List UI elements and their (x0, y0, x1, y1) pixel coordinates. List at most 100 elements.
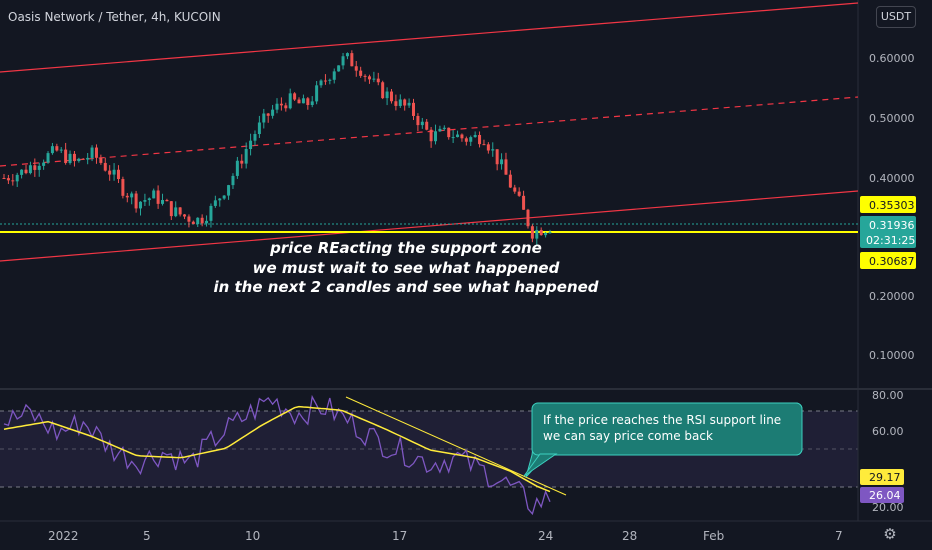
candle-body (425, 121, 429, 130)
channel-lower-line (0, 190, 859, 262)
rsi-trendline (345, 396, 567, 496)
candle-body (99, 157, 103, 163)
candle-body (178, 207, 182, 215)
rsi-ma-line (3, 405, 551, 493)
candle-body (24, 169, 28, 174)
candle-body (152, 190, 156, 199)
candle-body (130, 193, 134, 198)
candle-body (469, 137, 473, 142)
candle-body (244, 149, 248, 164)
candle-body (94, 147, 98, 158)
candle-body (134, 193, 138, 209)
rsi-ma-badge (860, 469, 904, 485)
time-label: Feb (703, 529, 724, 543)
time-label: 7 (835, 529, 843, 543)
price-tick: 0.50000 (869, 112, 915, 125)
candle-body (319, 80, 323, 86)
time-label: 17 (392, 529, 407, 543)
candle-body (420, 121, 424, 126)
currency-button[interactable]: USDT (876, 6, 916, 28)
candle-body (86, 157, 90, 160)
candle-body (200, 217, 204, 224)
candle-body (253, 134, 257, 141)
candle-body (257, 122, 261, 135)
candle-body (143, 200, 147, 202)
candle-body (345, 53, 349, 57)
candle-body (376, 78, 380, 83)
candle-body (262, 113, 266, 123)
candle-body (20, 169, 24, 175)
candle-body (103, 162, 107, 171)
candle-body (363, 75, 367, 77)
rsi-line (3, 394, 551, 516)
candle-body (218, 198, 222, 201)
candle-body (139, 201, 142, 209)
candle-body (187, 216, 191, 222)
candle-body (447, 127, 451, 138)
candle-body (46, 153, 50, 163)
candle-body (328, 79, 332, 81)
candle-body (279, 103, 283, 106)
candle-body (284, 105, 288, 109)
channel-mid-line (0, 96, 859, 167)
candle-body (486, 144, 490, 151)
candle-body (513, 187, 517, 192)
candle-body (495, 149, 499, 165)
candle-body (28, 165, 32, 174)
candle-body (42, 162, 46, 166)
candle-body (394, 101, 398, 106)
candle-body (222, 195, 226, 199)
candle-body (108, 170, 112, 175)
candle-body (297, 99, 301, 104)
candle-body (11, 180, 15, 182)
time-label: 24 (538, 529, 553, 543)
price-tick: 0.20000 (869, 290, 915, 303)
candle-body (341, 56, 345, 66)
support-price-badge (860, 252, 916, 269)
candle-body (213, 200, 217, 206)
candle-body (359, 70, 363, 76)
candle-body (315, 85, 319, 102)
candle-body (209, 205, 213, 221)
candle-body (191, 221, 195, 225)
candle-body (266, 113, 270, 116)
time-label: 2022 (48, 529, 79, 543)
time-label: 10 (245, 529, 260, 543)
price-tick: 0.40000 (869, 172, 915, 185)
candle-body (50, 146, 54, 154)
candle-body (33, 165, 37, 170)
candle-body (116, 169, 120, 180)
candle-body (504, 159, 508, 175)
rsi-ma-value: 29.17 (869, 471, 901, 484)
candle-body (429, 129, 433, 142)
candle-body (196, 217, 200, 225)
candle-body (389, 91, 393, 102)
candle-body (398, 99, 402, 106)
candle-body (517, 191, 521, 196)
gear-icon[interactable]: ⚙ (883, 526, 897, 543)
channel-upper-line (0, 2, 859, 73)
rsi-callout-body (531, 402, 803, 456)
candle-body (478, 134, 482, 145)
candle-body (306, 98, 310, 106)
candle-body (473, 134, 477, 138)
candle-body (539, 229, 543, 236)
candle-body (412, 102, 415, 116)
candle-body (491, 149, 495, 151)
candle-body (15, 174, 19, 182)
price-tick: 0.60000 (869, 52, 915, 65)
candle-body (535, 229, 539, 239)
candle-body (125, 195, 129, 198)
candle-body (416, 115, 420, 126)
candle-body (310, 101, 314, 106)
candle-body (323, 80, 327, 82)
candle-body (271, 109, 275, 116)
candle-body (249, 140, 253, 150)
rsi-value: 26.04 (869, 489, 901, 502)
candle-body (337, 65, 341, 72)
candle-body (367, 76, 371, 80)
candle-body (72, 153, 76, 162)
candle-body (205, 220, 209, 224)
candle-body (434, 131, 438, 142)
